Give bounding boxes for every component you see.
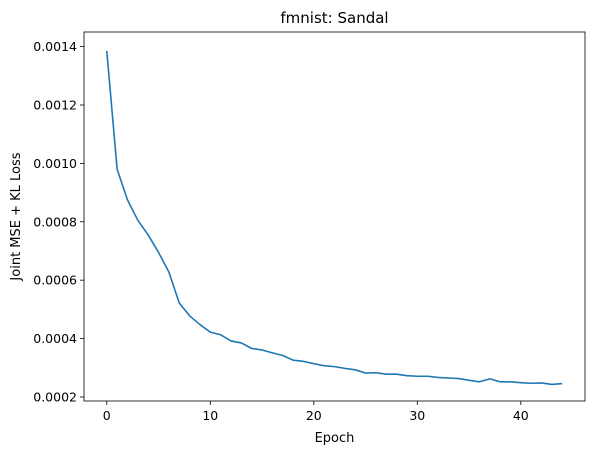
x-axis-title: Epoch (315, 431, 355, 446)
plot-frame (83, 31, 586, 402)
y-tick-label: 0.0012 (33, 97, 77, 112)
chart-title: fmnist: Sandal (280, 9, 388, 27)
x-tick-label: 20 (306, 408, 322, 423)
y-tick-label: 0.0002 (33, 389, 77, 404)
y-tick-label: 0.0008 (33, 214, 77, 229)
y-tick-label: 0.0010 (33, 156, 77, 171)
x-tick-label: 0 (103, 408, 111, 423)
y-axis-ticks: 0.0002 0.0004 0.0006 0.0008 0.0010 0.0012 0.00… (33, 39, 84, 404)
x-tick-label: 30 (409, 408, 425, 423)
x-tick-label: 10 (202, 408, 218, 423)
y-tick-label: 0.0004 (33, 331, 77, 346)
y-tick-label: 0.0006 (33, 273, 77, 288)
x-axis-ticks: 0 10 20 30 40 (103, 401, 529, 423)
x-tick-label: 40 (513, 408, 529, 423)
y-tick-label: 0.0014 (33, 39, 77, 54)
loss-series-line (105, 50, 563, 386)
y-axis-title: Joint MSE + KL Loss (9, 152, 24, 281)
